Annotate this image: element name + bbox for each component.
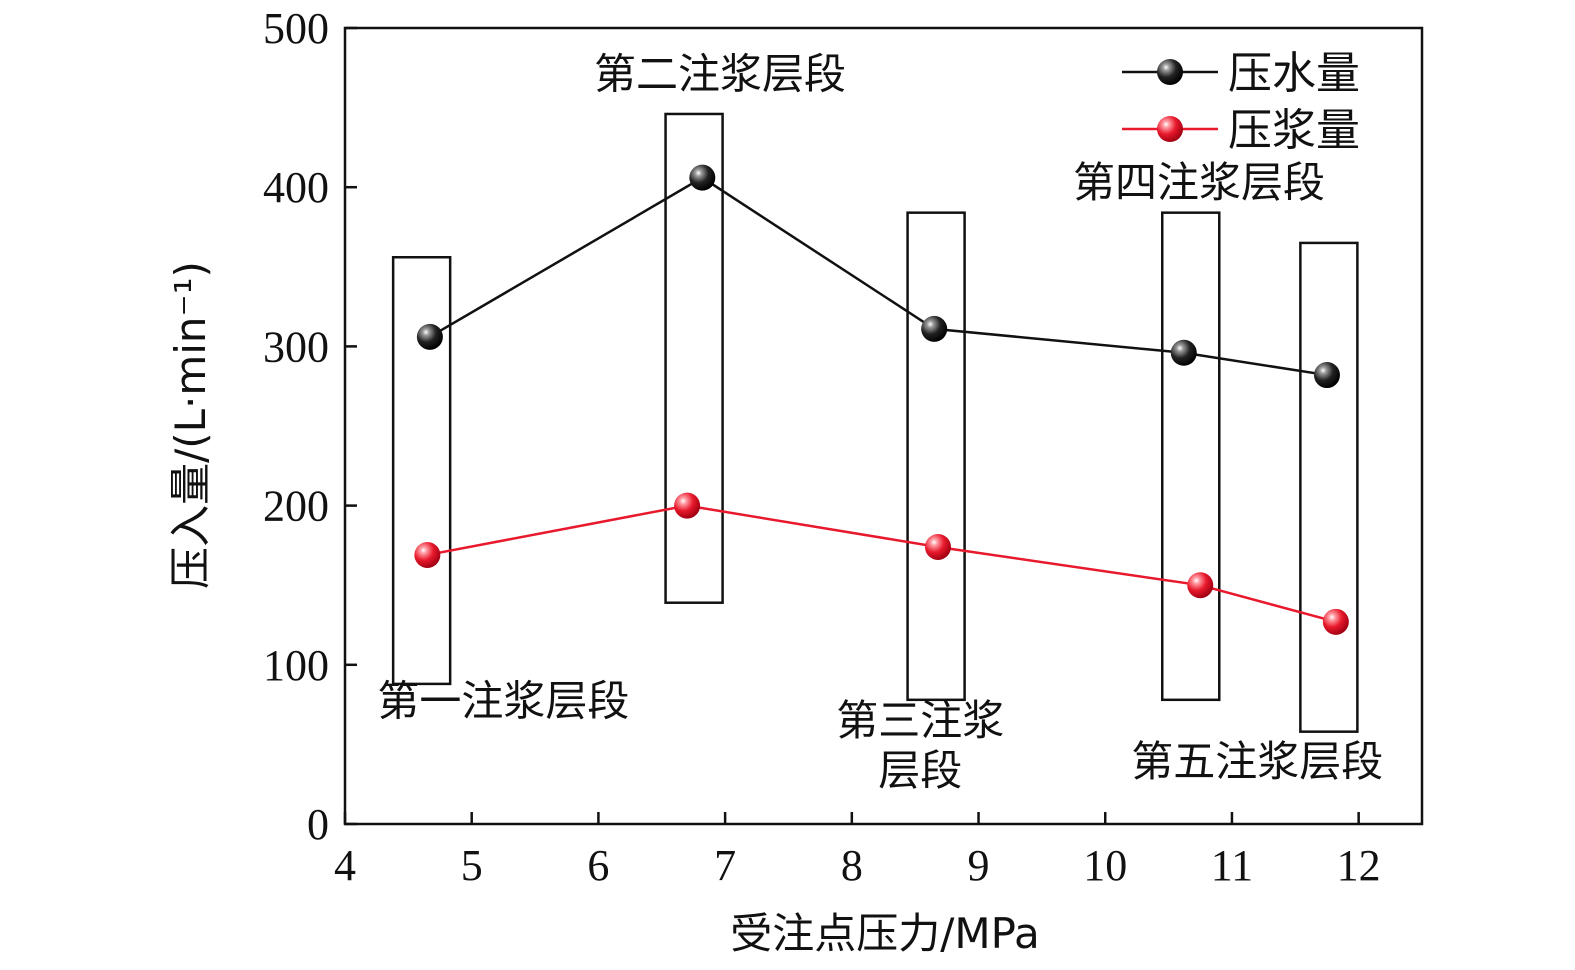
segment-box-1 <box>391 255 452 686</box>
segment-box-3 <box>906 211 966 702</box>
plot-frame <box>343 26 1424 826</box>
segment-annotation-5: 第五注浆层段 <box>1131 737 1383 786</box>
segment-annotation-5-line-0: 第五注浆层段 <box>1131 737 1383 786</box>
x-tick-label-0: 4 <box>334 841 356 890</box>
y-tick-label-4: 400 <box>263 163 329 212</box>
y-tick-label-0: 0 <box>307 800 329 849</box>
y-axis-title: 压入量/(L·min⁻¹) <box>166 261 215 589</box>
legend-label-1: 压浆量 <box>1228 105 1360 156</box>
x-tick-label-1: 5 <box>461 841 483 890</box>
series-0-point-4 <box>1313 362 1340 389</box>
x-tick-label-8: 12 <box>1337 841 1381 890</box>
segment-annotation-4: 第四注浆层段 <box>1073 158 1325 207</box>
axis-ticks: 4 5 6 7 8 9 10 11 12 0 100 200 300 400 500 <box>263 4 1381 890</box>
x-tick-label-3: 7 <box>714 841 736 890</box>
segment-annotation-2-line-0: 第二注浆层段 <box>594 49 846 98</box>
segment-box-5 <box>1299 241 1359 733</box>
series-1-point-3 <box>1187 572 1214 599</box>
segment-annotation-4-line-0: 第四注浆层段 <box>1073 158 1325 207</box>
x-tick-label-2: 6 <box>587 841 609 890</box>
segment-annotation-1: 第一注浆层段 <box>377 677 629 726</box>
series-1-point-4 <box>1322 608 1349 635</box>
segment-annotation-1-line-0: 第一注浆层段 <box>377 677 629 726</box>
legend-label-0: 压水量 <box>1228 48 1360 99</box>
series-1-point-2 <box>924 533 951 560</box>
x-tick-label-5: 9 <box>968 841 990 890</box>
series-0-point-3 <box>1170 339 1197 366</box>
y-tick-label-3: 300 <box>263 322 329 371</box>
segment-annotation-3: 第三注浆层段 <box>836 696 1004 795</box>
legend-marker-1 <box>1157 116 1183 142</box>
y-tick-label-1: 100 <box>263 641 329 690</box>
segment-annotation-3-line-0: 第三注浆 <box>836 696 1004 745</box>
series-0-point-1 <box>689 164 716 191</box>
segment-boxes <box>391 112 1359 733</box>
data-series <box>414 164 1349 635</box>
legend-marker-0 <box>1157 59 1183 85</box>
x-axis-title: 受注点压力/MPa <box>730 909 1040 958</box>
segment-box-2 <box>664 112 724 604</box>
series-line-1 <box>427 504 1337 624</box>
y-tick-label-2: 200 <box>263 482 329 531</box>
series-1-point-0 <box>414 541 441 568</box>
x-tick-label-7: 11 <box>1211 841 1253 890</box>
segment-annotation-2: 第二注浆层段 <box>594 49 846 98</box>
segment-box-4 <box>1161 211 1221 702</box>
segment-annotation-3-line-1: 层段 <box>878 746 962 795</box>
series-1-point-1 <box>674 492 701 519</box>
y-tick-label-5: 500 <box>263 4 329 53</box>
x-tick-label-4: 8 <box>841 841 863 890</box>
x-tick-label-6: 10 <box>1083 841 1127 890</box>
series-0-point-2 <box>921 315 948 342</box>
series-0-point-0 <box>416 323 443 350</box>
